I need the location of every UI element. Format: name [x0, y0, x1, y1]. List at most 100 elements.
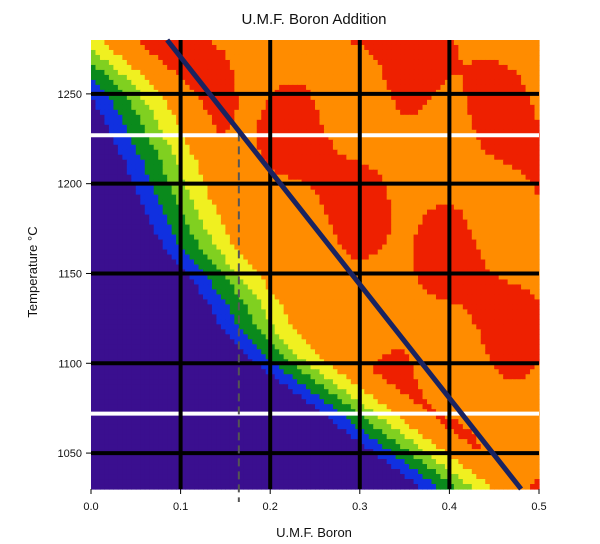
heat-cell: [91, 194, 97, 201]
heat-cell: [153, 154, 159, 161]
heat-cell: [211, 144, 218, 151]
heat-cell: [117, 114, 123, 121]
heat-cell: [386, 194, 392, 201]
heat-cell: [185, 134, 191, 141]
heat-cell: [413, 249, 419, 256]
heat-cell: [359, 159, 365, 166]
heat-cell: [534, 104, 540, 111]
heat-cell: [476, 224, 482, 231]
heat-cell: [297, 199, 303, 206]
heat-cell: [252, 49, 258, 56]
heat-cell: [503, 139, 509, 146]
heat-cell: [386, 169, 392, 176]
heat-cell: [158, 264, 164, 271]
heat-cell: [530, 109, 536, 116]
heat-cell: [498, 59, 504, 66]
heat-cell: [413, 164, 419, 171]
heat-cell: [167, 234, 173, 241]
heat-cell: [364, 284, 370, 291]
heat-cell: [489, 249, 495, 256]
heat-cell: [462, 264, 468, 271]
heat-cell: [292, 109, 298, 116]
heat-cell: [530, 234, 536, 241]
heat-cell: [238, 259, 244, 266]
heat-cell: [386, 64, 392, 71]
heat-cell: [332, 224, 338, 231]
heat-cell: [229, 94, 235, 101]
heat-cell: [131, 124, 137, 131]
heat-cell: [153, 199, 159, 206]
heat-cell: [462, 79, 468, 86]
heat-cell: [534, 114, 540, 121]
heat-cell: [409, 49, 415, 56]
heat-cell: [95, 144, 101, 151]
heat-cell: [153, 40, 159, 46]
heat-cell: [135, 104, 141, 111]
heat-cell: [494, 274, 500, 281]
heat-cell: [449, 109, 455, 116]
heat-cell: [422, 159, 428, 166]
heat-cell: [203, 189, 209, 196]
heat-cell: [359, 169, 365, 176]
heat-cell: [525, 124, 531, 131]
heat-cell: [211, 119, 218, 126]
heat-cell: [131, 129, 137, 136]
heat-cell: [126, 274, 132, 281]
heat-cell: [534, 154, 540, 161]
heat-cell: [498, 119, 504, 126]
heat-cell: [332, 99, 338, 106]
heat-cell: [377, 194, 383, 201]
heat-cell: [516, 259, 522, 266]
heat-cell: [503, 214, 509, 221]
heat-cell: [234, 109, 240, 116]
heat-cell: [453, 124, 459, 131]
heat-cell: [413, 149, 419, 156]
heat-cell: [283, 279, 289, 286]
heat-cell: [480, 204, 486, 211]
heat-cell: [418, 159, 424, 166]
heat-cell: [323, 124, 330, 131]
heat-cell: [404, 44, 410, 51]
heat-cell: [95, 259, 101, 266]
heat-cell: [368, 219, 374, 226]
heat-cell: [171, 114, 177, 121]
heat-cell: [306, 119, 312, 126]
heat-cell: [494, 59, 500, 66]
heat-cell: [207, 229, 213, 236]
heat-cell: [238, 159, 244, 166]
heat-cell: [301, 284, 307, 291]
heat-cell: [225, 264, 231, 271]
heat-cell: [480, 234, 486, 241]
heat-cell: [404, 189, 410, 196]
heat-cell: [337, 169, 343, 176]
heat-cell: [494, 204, 500, 211]
heat-cell: [140, 229, 146, 236]
heat-cell: [229, 44, 235, 51]
heat-cell: [270, 84, 276, 91]
heat-cell: [203, 254, 209, 261]
heat-cell: [158, 234, 164, 241]
heat-cell: [449, 174, 455, 181]
heat-cell: [283, 204, 289, 211]
heat-cell: [162, 224, 168, 231]
heat-cell: [91, 174, 97, 181]
heat-cell: [319, 169, 325, 176]
heat-cell: [216, 139, 222, 146]
heat-cell: [431, 194, 437, 201]
heat-cell: [498, 184, 504, 191]
heat-cell: [117, 274, 123, 281]
heat-cell: [480, 194, 486, 201]
heat-cell: [427, 249, 433, 256]
heat-cell: [427, 44, 433, 51]
heat-cell: [211, 79, 218, 86]
heat-cell: [211, 69, 218, 76]
heat-cell: [350, 40, 356, 46]
heat-cell: [99, 69, 106, 76]
heat-cell: [270, 144, 276, 151]
heat-cell: [144, 69, 150, 76]
heat-cell: [216, 144, 222, 151]
heat-cell: [386, 224, 392, 231]
heat-cell: [507, 219, 513, 226]
heat-cell: [485, 104, 491, 111]
heat-cell: [530, 49, 536, 56]
